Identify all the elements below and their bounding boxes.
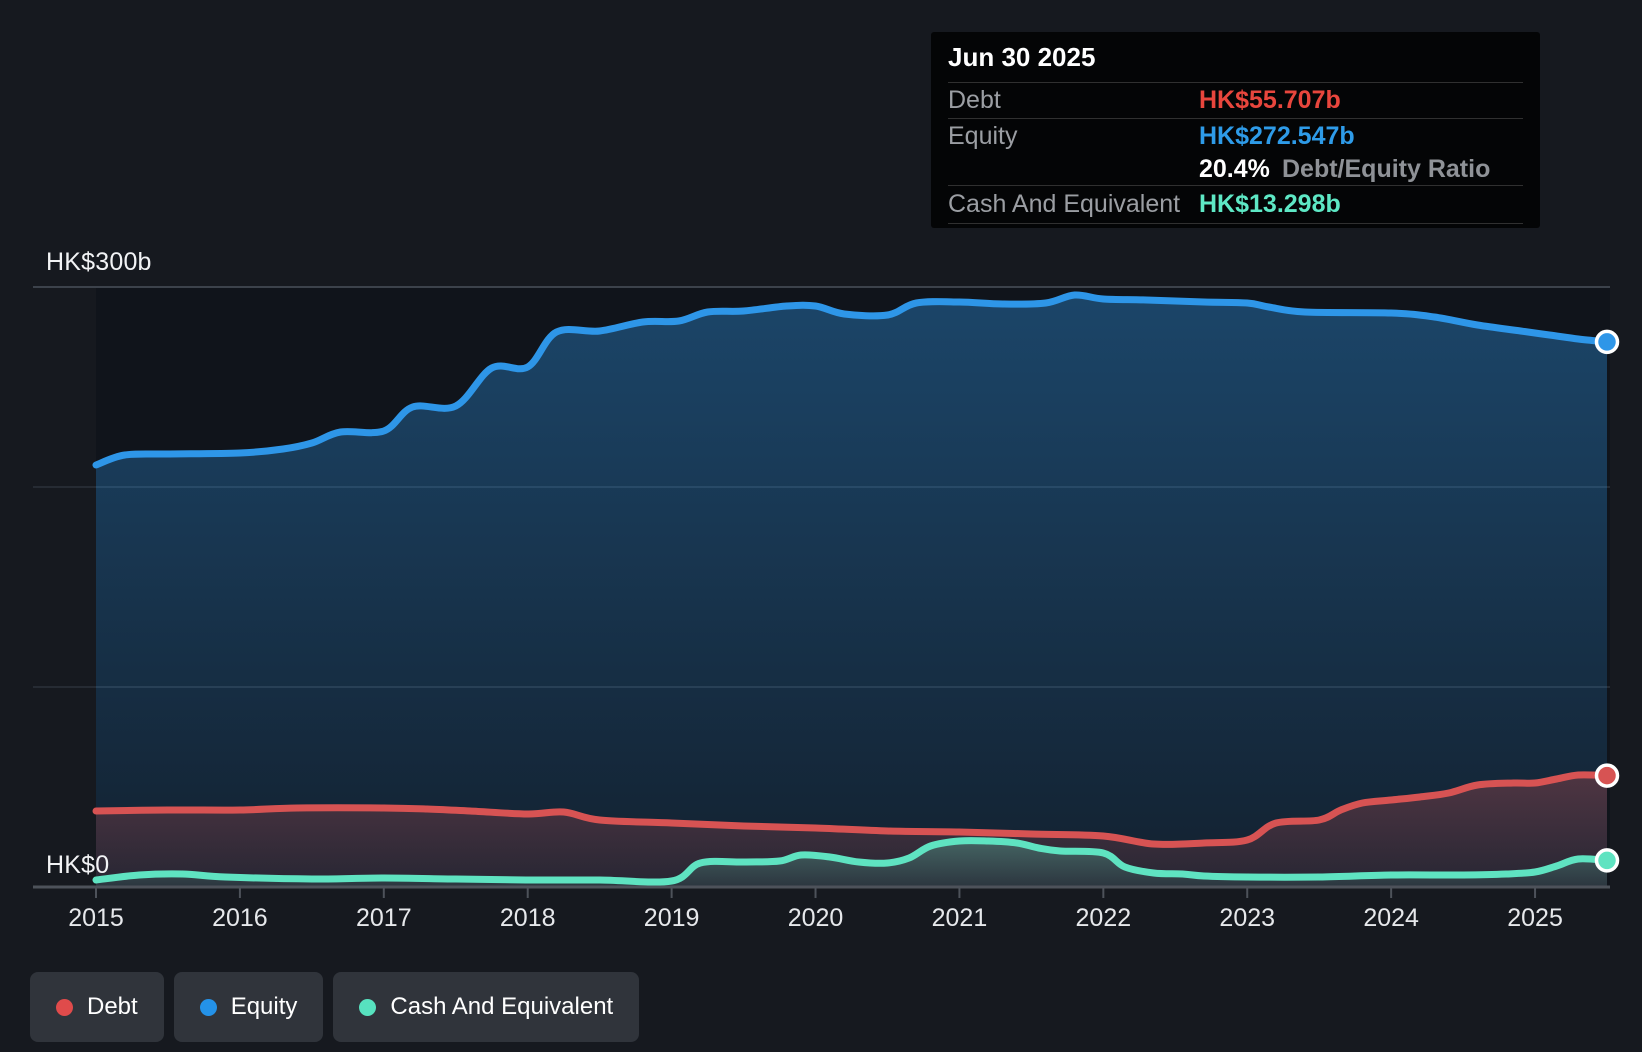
x-axis-label-2021: 2021 [931, 904, 988, 932]
x-axis-label-2019: 2019 [643, 904, 700, 932]
tooltip-equity-value: HK$272.547b [1199, 121, 1355, 150]
equity-legend-dot-icon [199, 998, 217, 1016]
x-axis-label-2018: 2018 [499, 904, 556, 932]
x-axis-label-2017: 2017 [355, 904, 412, 932]
tooltip-cash-value: HK$13.298b [1199, 190, 1341, 218]
cash-legend-dot-icon [359, 998, 377, 1016]
tooltip-row-debt: Debt HK$55.707b [948, 83, 1523, 119]
tooltip-date: Jun 30 2025 [948, 32, 1523, 83]
cash-line [92, 837, 1611, 886]
tooltip-debt-label: Debt [948, 86, 1001, 114]
legend-item-label: Debt [87, 993, 138, 1020]
legend-item-cash[interactable]: Cash And Equivalent [333, 972, 640, 1042]
x-axis-label-2024: 2024 [1363, 904, 1419, 932]
equity-line [92, 291, 1611, 469]
legend-item-debt[interactable]: Debt [30, 972, 164, 1042]
tooltip-row-equity: Equity HK$272.547b [948, 119, 1523, 153]
equity-area [96, 294, 1607, 887]
x-axis-label-2022: 2022 [1075, 904, 1132, 932]
debt-line [92, 771, 1611, 848]
y-axis-zero-label: HK$0 [46, 851, 110, 879]
chart-tooltip: Jun 30 2025 Debt HK$55.707b Equity HK$27… [931, 32, 1540, 228]
x-axis-label-2016: 2016 [212, 904, 268, 932]
x-axis-label-2020: 2020 [787, 904, 844, 932]
legend-item-label: Equity [230, 993, 298, 1020]
legend-item-equity[interactable]: Equity [173, 972, 324, 1042]
y-axis-max-label: HK$300b [46, 248, 152, 276]
tooltip-ratio-label: Debt/Equity Ratio [1282, 154, 1491, 183]
tooltip-debt-value: HK$55.707b [1199, 86, 1341, 114]
legend-item-label: Cash And Equivalent [390, 993, 614, 1020]
tooltip-equity-label: Equity [948, 121, 1018, 150]
debt-endpoint-marker [1594, 763, 1620, 788]
x-axis-label-2025: 2025 [1507, 904, 1563, 932]
tooltip-row-ratio: 20.4% Debt/Equity Ratio [948, 153, 1523, 186]
tooltip-row-cash: Cash And Equivalent HK$13.298b [948, 186, 1523, 224]
tooltip-ratio-value: 20.4% [1199, 154, 1270, 183]
x-axis-label-2023: 2023 [1219, 904, 1276, 932]
equity-endpoint-marker [1594, 329, 1620, 355]
debt-legend-dot-icon [56, 998, 73, 1016]
tooltip-cash-label: Cash And Equivalent [948, 190, 1181, 218]
x-axis-label-2015: 2015 [68, 904, 124, 932]
cash-endpoint-marker [1594, 848, 1620, 873]
chart-legend: Debt Equity Cash And Equivalent [30, 972, 640, 1042]
